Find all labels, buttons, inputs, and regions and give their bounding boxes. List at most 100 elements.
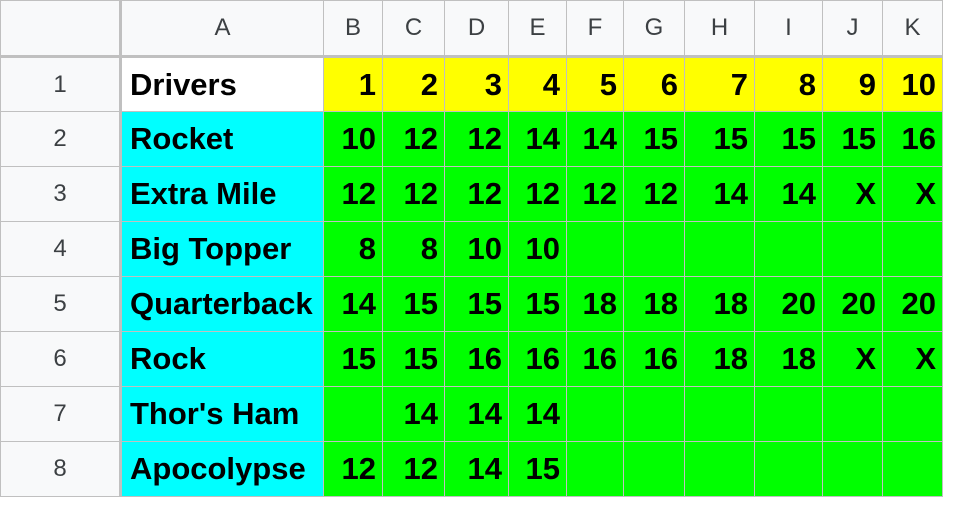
column-header-j[interactable]: J [822, 0, 883, 58]
column-header-c[interactable]: C [382, 0, 445, 58]
cell-h5[interactable]: 18 [684, 276, 755, 332]
cell-a6[interactable]: Rock [120, 331, 324, 387]
cell-c5[interactable]: 15 [382, 276, 445, 332]
cell-a3[interactable]: Extra Mile [120, 166, 324, 222]
cell-c6[interactable]: 15 [382, 331, 445, 387]
cell-f7[interactable] [566, 386, 624, 442]
cell-a8[interactable]: Apocolypse [120, 441, 324, 497]
cell-g7[interactable] [623, 386, 685, 442]
cell-h6[interactable]: 18 [684, 331, 755, 387]
cell-k1[interactable]: 10 [882, 56, 943, 112]
cell-i1[interactable]: 8 [754, 56, 823, 112]
column-header-f[interactable]: F [566, 0, 624, 58]
cell-h3[interactable]: 14 [684, 166, 755, 222]
cell-b1[interactable]: 1 [323, 56, 383, 112]
cell-h4[interactable] [684, 221, 755, 277]
cell-b2[interactable]: 10 [323, 111, 383, 167]
cell-b6[interactable]: 15 [323, 331, 383, 387]
cell-j8[interactable] [822, 441, 883, 497]
row-header-5[interactable]: 5 [0, 276, 122, 332]
cell-d7[interactable]: 14 [444, 386, 509, 442]
cell-i6[interactable]: 18 [754, 331, 823, 387]
cell-g4[interactable] [623, 221, 685, 277]
cell-a4[interactable]: Big Topper [120, 221, 324, 277]
cell-f3[interactable]: 12 [566, 166, 624, 222]
row-header-8[interactable]: 8 [0, 441, 122, 497]
cell-b7[interactable] [323, 386, 383, 442]
cell-f5[interactable]: 18 [566, 276, 624, 332]
cell-i8[interactable] [754, 441, 823, 497]
cell-a1[interactable]: Drivers [120, 56, 324, 112]
column-header-h[interactable]: H [684, 0, 755, 58]
cell-e7[interactable]: 14 [508, 386, 567, 442]
cell-i5[interactable]: 20 [754, 276, 823, 332]
cell-d1[interactable]: 3 [444, 56, 509, 112]
cell-k8[interactable] [882, 441, 943, 497]
cell-k3[interactable]: X [882, 166, 943, 222]
cell-f6[interactable]: 16 [566, 331, 624, 387]
cell-h2[interactable]: 15 [684, 111, 755, 167]
cell-j4[interactable] [822, 221, 883, 277]
cell-d5[interactable]: 15 [444, 276, 509, 332]
cell-k5[interactable]: 20 [882, 276, 943, 332]
cell-c4[interactable]: 8 [382, 221, 445, 277]
cell-e5[interactable]: 15 [508, 276, 567, 332]
cell-h7[interactable] [684, 386, 755, 442]
row-header-6[interactable]: 6 [0, 331, 122, 387]
cell-i3[interactable]: 14 [754, 166, 823, 222]
cell-f1[interactable]: 5 [566, 56, 624, 112]
cell-g3[interactable]: 12 [623, 166, 685, 222]
cell-i7[interactable] [754, 386, 823, 442]
cell-e2[interactable]: 14 [508, 111, 567, 167]
row-header-7[interactable]: 7 [0, 386, 122, 442]
cell-b4[interactable]: 8 [323, 221, 383, 277]
cell-i4[interactable] [754, 221, 823, 277]
cell-d4[interactable]: 10 [444, 221, 509, 277]
cell-c8[interactable]: 12 [382, 441, 445, 497]
cell-f8[interactable] [566, 441, 624, 497]
column-header-k[interactable]: K [882, 0, 943, 58]
cell-g6[interactable]: 16 [623, 331, 685, 387]
cell-j3[interactable]: X [822, 166, 883, 222]
cell-a2[interactable]: Rocket [120, 111, 324, 167]
cell-b5[interactable]: 14 [323, 276, 383, 332]
cell-g5[interactable]: 18 [623, 276, 685, 332]
cell-d3[interactable]: 12 [444, 166, 509, 222]
select-all-corner[interactable] [0, 0, 122, 58]
cell-c2[interactable]: 12 [382, 111, 445, 167]
cell-c3[interactable]: 12 [382, 166, 445, 222]
cell-e8[interactable]: 15 [508, 441, 567, 497]
cell-g1[interactable]: 6 [623, 56, 685, 112]
row-header-2[interactable]: 2 [0, 111, 122, 167]
cell-a7[interactable]: Thor's Ham [120, 386, 324, 442]
cell-j1[interactable]: 9 [822, 56, 883, 112]
row-header-1[interactable]: 1 [0, 56, 122, 112]
column-header-d[interactable]: D [444, 0, 509, 58]
column-header-e[interactable]: E [508, 0, 567, 58]
cell-c7[interactable]: 14 [382, 386, 445, 442]
cell-j6[interactable]: X [822, 331, 883, 387]
cell-k6[interactable]: X [882, 331, 943, 387]
cell-f2[interactable]: 14 [566, 111, 624, 167]
column-header-b[interactable]: B [323, 0, 383, 58]
cell-a5[interactable]: Quarterback [120, 276, 324, 332]
cell-c1[interactable]: 2 [382, 56, 445, 112]
cell-g2[interactable]: 15 [623, 111, 685, 167]
cell-j7[interactable] [822, 386, 883, 442]
cell-f4[interactable] [566, 221, 624, 277]
cell-e3[interactable]: 12 [508, 166, 567, 222]
column-header-g[interactable]: G [623, 0, 685, 58]
cell-j2[interactable]: 15 [822, 111, 883, 167]
cell-b3[interactable]: 12 [323, 166, 383, 222]
cell-e1[interactable]: 4 [508, 56, 567, 112]
row-header-3[interactable]: 3 [0, 166, 122, 222]
cell-h8[interactable] [684, 441, 755, 497]
cell-d2[interactable]: 12 [444, 111, 509, 167]
column-header-a[interactable]: A [120, 0, 324, 58]
cell-j5[interactable]: 20 [822, 276, 883, 332]
column-header-i[interactable]: I [754, 0, 823, 58]
cell-b8[interactable]: 12 [323, 441, 383, 497]
cell-e4[interactable]: 10 [508, 221, 567, 277]
cell-k7[interactable] [882, 386, 943, 442]
cell-k4[interactable] [882, 221, 943, 277]
